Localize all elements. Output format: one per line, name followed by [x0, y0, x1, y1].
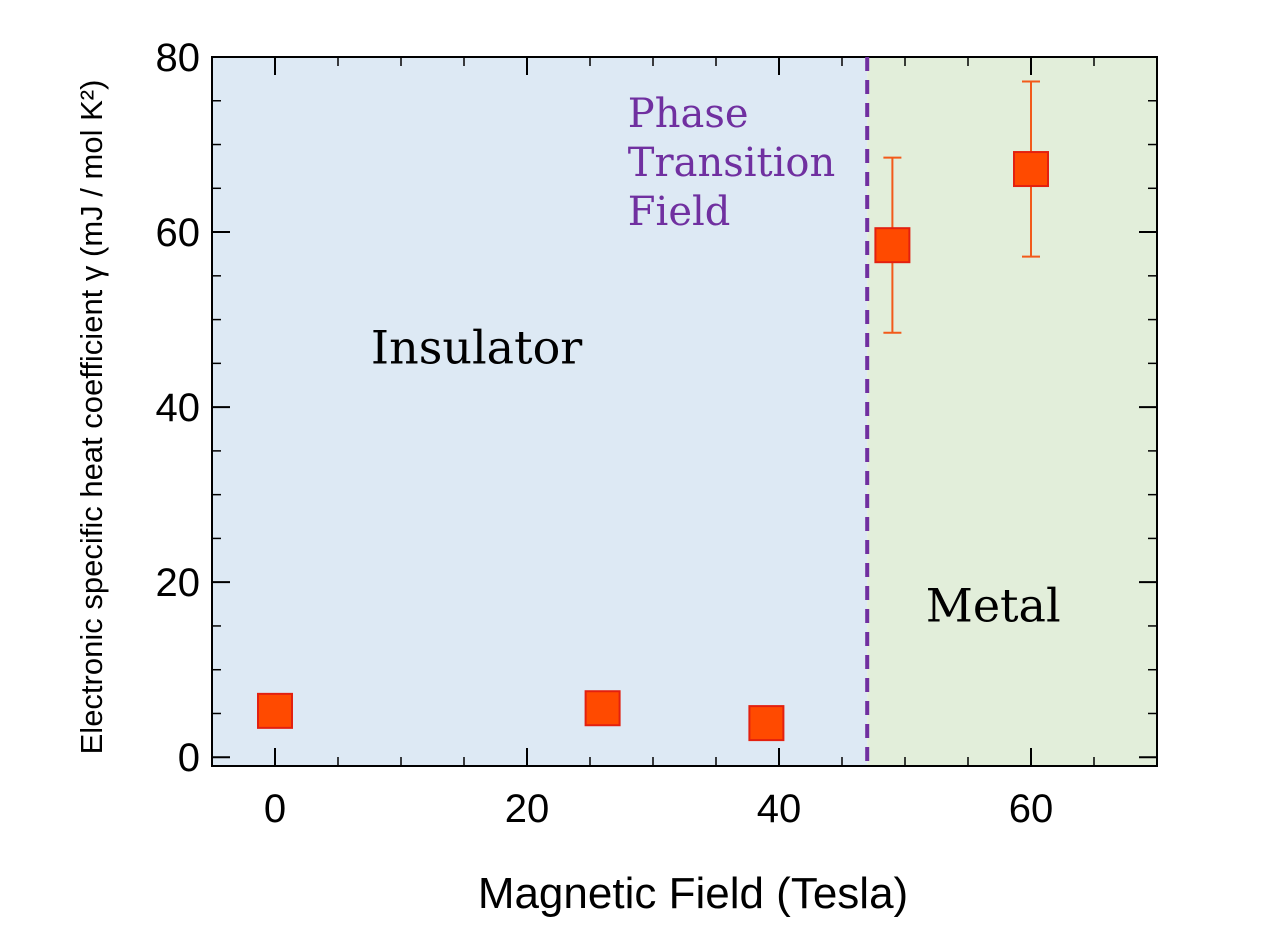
data-point	[584, 690, 621, 727]
x-tick-label: 60	[1009, 787, 1054, 831]
region-metal	[867, 57, 1157, 766]
plot-frame	[211, 56, 1158, 767]
region-insulator	[212, 57, 868, 766]
y-tick-label: 20	[156, 561, 201, 605]
region-label-insulator: Insulator	[371, 320, 582, 374]
x-tick-labels: 0 20 40 60	[264, 787, 1053, 831]
x-tick-label: 40	[757, 787, 802, 831]
y-tick-label: 0	[178, 736, 200, 780]
annotation-line: Transition	[628, 140, 835, 186]
data-point	[874, 227, 911, 264]
region-label-metal: Metal	[926, 579, 1061, 633]
y-tick-label: 60	[156, 211, 201, 255]
annotation-line: Phase	[628, 91, 749, 137]
annotation-line: Field	[628, 189, 731, 235]
x-tick-label: 20	[505, 787, 550, 831]
data-point	[748, 705, 785, 742]
y-axis-title: Electronic specific heat coefficient γ (…	[74, 80, 109, 755]
y-tick-label: 80	[156, 36, 201, 80]
x-tick-label: 0	[264, 787, 286, 831]
minor-ticks	[211, 57, 1158, 766]
region-labels: Insulator Metal	[371, 320, 1061, 632]
data-point	[1013, 151, 1049, 188]
phase-transition-annotation: Phase Transition Field	[628, 91, 835, 235]
data-point	[257, 692, 293, 729]
y-tick-label: 40	[156, 386, 201, 430]
y-tick-labels: 0 20 40 60 80	[156, 36, 201, 780]
phase-regions	[212, 57, 1157, 766]
data-markers	[257, 151, 1049, 742]
x-axis-title: Magnetic Field (Tesla)	[478, 869, 908, 918]
